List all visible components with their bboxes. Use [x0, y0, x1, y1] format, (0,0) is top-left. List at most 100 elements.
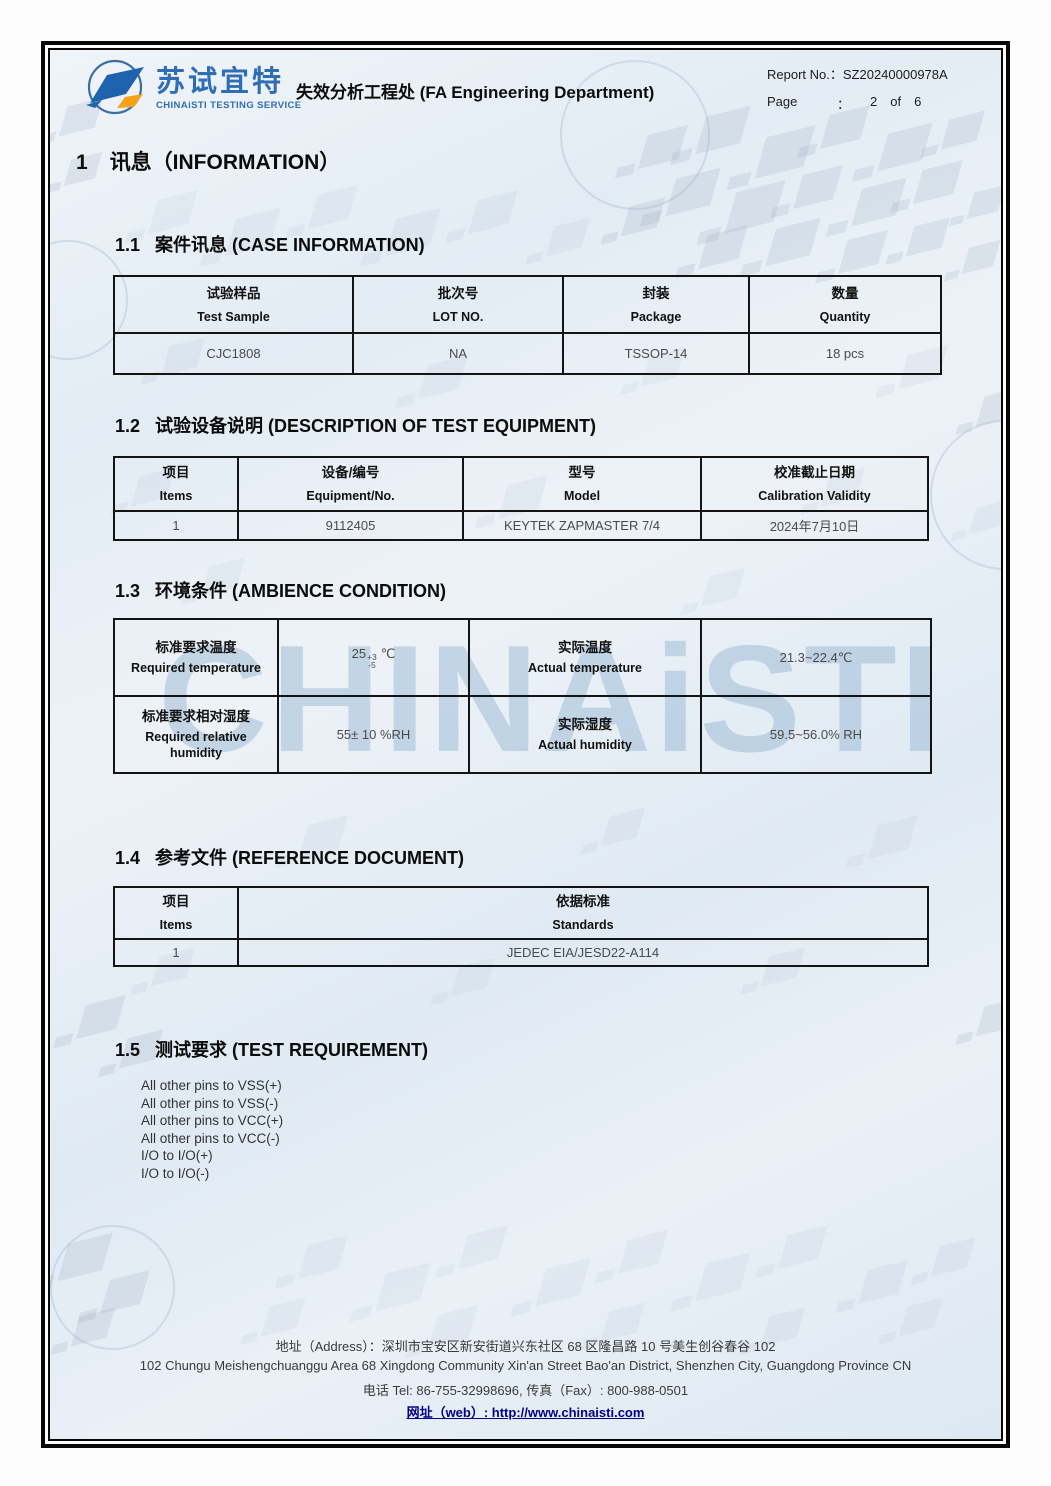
department-title: 失效分析工程处 (FA Engineering Department): [296, 83, 655, 102]
table-header-row: 项目 Items 依据标准 Standards: [113, 886, 929, 940]
section-number: 1.1: [115, 235, 141, 255]
header-cn: 设备/编号: [321, 465, 380, 480]
header-en: Items: [159, 918, 193, 932]
header-cell-items: 项目 Items: [113, 456, 239, 512]
cell-quantity: 18 pcs: [748, 332, 942, 375]
header-cn: 试验样品: [206, 285, 261, 301]
requirement-item: I/O to I/O(+): [141, 1148, 213, 1163]
header-en: LOT NO.: [432, 309, 484, 324]
company-logo: 苏试宜特 CHINAiSTI TESTING SERVICE: [84, 57, 301, 121]
report-no-label: Report No.：: [767, 67, 843, 82]
header-cn: 数量: [831, 285, 859, 301]
section-1-2-heading: 1.2 试验设备说明 (DESCRIPTION OF TEST EQUIPMENT…: [115, 412, 596, 438]
cell-actual-humidity-label: 实际湿度 Actual humidity: [468, 695, 702, 774]
cell-required-humidity-value: 55± 10 %RH: [277, 695, 470, 774]
section-number: 1.5: [115, 1040, 141, 1060]
section-title: 测试要求 (TEST REQUIREMENT): [155, 1040, 429, 1060]
header-en: Calibration Validity: [758, 489, 871, 503]
header-cn: 封装: [642, 285, 670, 301]
label-cn: 实际温度: [558, 640, 612, 655]
section-title: 参考文件 (REFERENCE DOCUMENT): [155, 848, 465, 868]
header-cn: 项目: [162, 465, 190, 480]
temp-sub: -5: [368, 660, 376, 670]
test-requirement-list: All other pins to VSS(+) All other pins …: [141, 1077, 283, 1182]
table-row-temperature: 标准要求温度 Required temperature 25 +3 -5 ℃ 实际温度 A…: [113, 618, 932, 697]
section-title: 案件讯息 (CASE INFORMATION): [155, 235, 425, 255]
section-title: 环境条件 (AMBIENCE CONDITION): [155, 581, 447, 601]
page-indicator: Page ： 2 of 6: [767, 94, 948, 113]
header-cell-lot-no: 批次号 LOT NO.: [352, 275, 564, 334]
logo-english-name: CHINAiSTI TESTING SERVICE: [156, 100, 302, 111]
footer-tel-fax: 电话 Tel: 86-755-32998696, 传真（Fax）: 800-98…: [362, 1383, 689, 1398]
section-number: 1.4: [115, 848, 141, 868]
section-1-4-heading: 1.4 参考文件 (REFERENCE DOCUMENT): [115, 844, 464, 870]
header-en: Items: [159, 489, 193, 503]
report-number: Report No.：SZ20240000978A: [767, 64, 948, 83]
report-info: Report No.：SZ20240000978A Page ： 2 of 6: [767, 64, 948, 113]
logo-text: 苏试宜特 CHINAiSTI TESTING SERVICE: [156, 67, 301, 111]
page-label: Page: [767, 94, 798, 109]
report-no-value: SZ20240000978A: [842, 67, 948, 82]
test-equipment-table: 项目 Items 设备/编号 Equipment/No. 型号 Model 校准截止日…: [113, 456, 929, 541]
header-en: Test Sample: [197, 309, 270, 324]
header-en: Standards: [552, 918, 614, 932]
circle-watermark: [50, 1225, 175, 1350]
label-cn: 实际湿度: [558, 717, 612, 732]
requirement-item: I/O to I/O(-): [141, 1165, 210, 1181]
header-cell-standards: 依据标准 Standards: [237, 886, 929, 940]
cell-item: 1: [113, 938, 239, 967]
header-cell-calibration: 校准截止日期 Calibration Validity: [700, 456, 929, 512]
header-cell-package: 封装 Package: [562, 275, 750, 334]
section-number: 1: [76, 151, 88, 174]
cell-equipment-no: 9112405: [237, 510, 464, 541]
logo-chinese-name: 苏试宜特: [156, 66, 285, 98]
cell-required-humidity-label: 标准要求相对湿度 Required relative humidity: [113, 695, 279, 774]
ambience-condition-table: 标准要求温度 Required temperature 25 +3 -5 ℃ 实际温度 A…: [113, 618, 932, 774]
table-row: CJC1808 NA TSSOP-14 18 pcs: [113, 332, 942, 375]
website-link[interactable]: 网址（web）: http://www.chinaisti.com: [406, 1405, 645, 1420]
section-number: 1.2: [115, 416, 141, 436]
temp-tolerance: +3 -5: [367, 652, 377, 670]
table-row: 1 9112405 KEYTEK ZAPMASTER 7/4 2024年7月10…: [113, 510, 929, 541]
header-cell-model: 型号 Model: [462, 456, 702, 512]
table-header-row: 试验样品 Test Sample 批次号 LOT NO. 封装 Package 数量 Q…: [113, 275, 942, 334]
header-cell-items: 项目 Items: [113, 886, 239, 940]
temp-base: 25: [351, 645, 367, 661]
section-number: 1.3: [115, 581, 141, 601]
cell-calibration: 2024年7月10日: [700, 510, 929, 541]
table-header-row: 项目 Items 设备/编号 Equipment/No. 型号 Model 校准截止日…: [113, 456, 929, 512]
table-row: 1 JEDEC EIA/JESD22-A114: [113, 938, 929, 967]
section-title: 讯息（INFORMATION）: [109, 151, 341, 174]
page-of: of: [890, 94, 902, 109]
cell-actual-humidity-value: 59.5~56.0% RH: [700, 695, 932, 774]
chinaisti-logo-icon: [86, 59, 144, 115]
label-cn: 标准要求相对湿度: [142, 709, 250, 724]
requirement-item: All other pins to VCC(+): [141, 1113, 284, 1128]
header-cell-equipment-no: 设备/编号 Equipment/No.: [237, 456, 464, 512]
header-cn: 依据标准: [556, 894, 610, 909]
header-en: Model: [563, 489, 601, 503]
footer-web: 网址（web）: http://www.chinaisti.com: [0, 1402, 1051, 1421]
cell-required-temp-label: 标准要求温度 Required temperature: [113, 618, 279, 697]
header-cn: 校准截止日期: [774, 465, 855, 480]
header-en: Quantity: [819, 309, 871, 324]
cell-test-sample: CJC1808: [113, 332, 354, 375]
header-cn: 批次号: [437, 285, 479, 301]
header-cn: 项目: [162, 894, 190, 909]
table-row-humidity: 标准要求相对湿度 Required relative humidity 55± 1…: [113, 695, 932, 774]
cell-item: 1: [113, 510, 239, 541]
label-cn: 标准要求温度: [155, 640, 237, 655]
header-en: Package: [630, 309, 682, 324]
header-cn: 型号: [568, 465, 596, 480]
label-en: Actual humidity: [538, 738, 632, 752]
section-1-5-heading: 1.5 测试要求 (TEST REQUIREMENT): [115, 1036, 428, 1062]
cell-required-temp-value: 25 +3 -5 ℃: [277, 618, 470, 697]
header-en: Equipment/No.: [306, 489, 395, 503]
cell-actual-temp-value: 21.3~22.4℃: [700, 618, 932, 697]
page-total: 6: [914, 94, 922, 109]
section-title: 试验设备说明 (DESCRIPTION OF TEST EQUIPMENT): [155, 416, 597, 436]
requirement-item: All other pins to VSS(-): [141, 1095, 279, 1111]
section-1-3-heading: 1.3 环境条件 (AMBIENCE CONDITION): [115, 577, 446, 603]
